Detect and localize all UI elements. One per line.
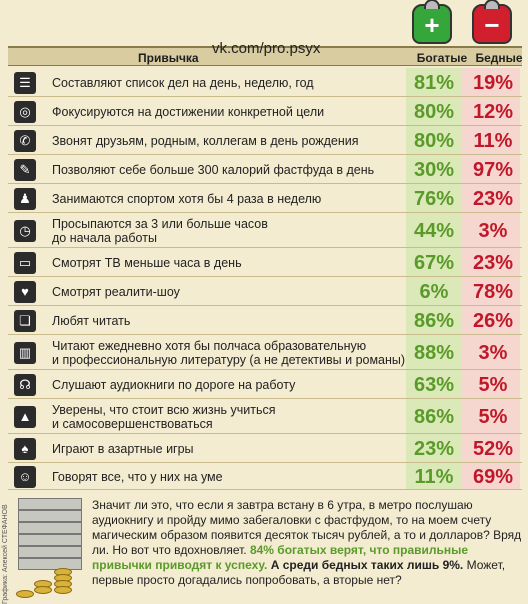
poor-value: 12%	[472, 100, 514, 123]
habit-text: Занимаются спортом хотя бы 4 раза в неде…	[52, 191, 322, 206]
habit-text-line1: Читают ежедневно хотя бы полчаса образов…	[52, 338, 367, 353]
tv-icon: ▭	[14, 251, 36, 274]
headphones-icon: ☊	[14, 373, 36, 396]
rich-wallet-icon: +	[412, 0, 452, 44]
rich-value: 67%	[413, 251, 455, 274]
poor-value: 19%	[472, 71, 514, 94]
table-row: ✎ Позволяют себе больше 300 калорий фастф…	[8, 155, 522, 184]
poor-value: 26%	[472, 309, 514, 332]
habit-text-line1: Уверены, что стоит всю жизнь учиться	[52, 402, 276, 417]
table-row: ▥ Читают ежедневно хотя бы полчаса образо…	[8, 335, 522, 370]
phone-icon: ✆	[14, 129, 36, 152]
money-stack-icon	[14, 494, 86, 602]
habit-text: Смотрят ТВ меньше часа в день	[52, 255, 242, 270]
habit-text: Позволяют себе больше 300 калорий фастфу…	[52, 162, 375, 177]
rich-value: 63%	[413, 373, 455, 396]
conclusion-p1: Значит ли это, что если я завтра встану …	[92, 498, 522, 557]
habit-text: Любят читать	[52, 313, 131, 328]
runner-icon: ♟	[14, 187, 36, 210]
poor-value: 97%	[472, 158, 514, 181]
speech-bubble-icon: ☺	[14, 465, 36, 488]
rich-value: 81%	[413, 71, 455, 94]
conclusion-p2: А среди бедных таких лишь 9%.	[270, 558, 464, 572]
conclusion-highlight: 84% богатых верят, что правильные привыч…	[92, 543, 469, 572]
poor-value: 23%	[472, 251, 514, 274]
rich-value: 80%	[413, 100, 455, 123]
table-row: ☊ Слушают аудиокниги по дороге на работу 6…	[8, 370, 522, 399]
habit-text: Читают ежедневно хотя бы полчаса образов…	[52, 339, 405, 367]
poor-value: 5%	[478, 373, 508, 396]
book-icon: ❏	[14, 309, 36, 332]
table-row: ☺ Говорят все, что у них на уме 11% 69%	[8, 463, 522, 490]
habit-text-line1: Просыпаются за 3 или больше часов	[52, 216, 268, 231]
habit-header: Привычка	[138, 51, 199, 65]
habit-text: Просыпаются за 3 или больше часов до нача…	[52, 217, 268, 245]
poor-value: 69%	[472, 465, 514, 488]
rich-value: 6%	[419, 280, 449, 303]
alarm-clock-icon: ◷	[14, 219, 36, 242]
fork-icon: ✎	[14, 158, 36, 181]
table-row: ☰ Составляют список дел на день, неделю, …	[8, 68, 522, 97]
conclusion-text: Значит ли это, что если я завтра встану …	[92, 498, 522, 588]
rich-value: 11%	[414, 465, 454, 488]
poor-value: 3%	[478, 341, 508, 364]
conclusion-p3: Может, первые просто догадались попробов…	[92, 558, 506, 587]
rich-value: 86%	[413, 309, 455, 332]
books-icon: ▥	[14, 341, 36, 364]
table-row: ♠ Играют в азартные игры 23% 52%	[8, 434, 522, 463]
target-icon: ◎	[14, 100, 36, 123]
poor-value: 23%	[472, 187, 514, 210]
list-icon: ☰	[14, 71, 36, 94]
table-row: ✆ Звонят друзьям, родным, коллегам в день…	[8, 126, 522, 155]
rich-column-bg	[406, 68, 462, 490]
habit-text: Слушают аудиокниги по дороге на работу	[52, 377, 296, 392]
habit-text: Говорят все, что у них на уме	[52, 469, 223, 484]
habit-text: Уверены, что стоит всю жизнь учиться и са…	[52, 403, 275, 431]
habit-text-line2: и профессиональную литературу (а не дете…	[52, 352, 406, 367]
tv-heart-icon: ♥	[14, 280, 36, 303]
table-header: Привычка Богатые Бедные	[8, 46, 523, 66]
table-row: ❏ Любят читать 86% 26%	[8, 306, 522, 335]
habit-text: Звонят друзьям, родным, коллегам в день …	[52, 133, 359, 148]
poor-value: 3%	[478, 219, 508, 242]
poor-value: 78%	[472, 280, 514, 303]
poor-wallet-icon: −	[472, 0, 512, 44]
table-row: ▭ Смотрят ТВ меньше часа в день 67% 23%	[8, 248, 522, 277]
credit: Графика: Алексей СТЕФАНОВ	[2, 504, 9, 604]
habit-text: Составляют список дел на день, неделю, г…	[52, 75, 314, 90]
table-row: ♟ Занимаются спортом хотя бы 4 раза в нед…	[8, 184, 522, 213]
poor-value: 5%	[478, 405, 508, 428]
poor-header: Бедные	[475, 51, 523, 65]
table-row: ◷ Просыпаются за 3 или больше часов до нач…	[8, 213, 522, 248]
spade-icon: ♠	[14, 437, 36, 460]
rich-value: 30%	[413, 158, 455, 181]
habit-text: Фокусируются на достижении конкретной це…	[52, 104, 325, 119]
habit-text-line2: и самосовершенствоваться	[52, 416, 213, 431]
table-row: ♥ Смотрят реалити-шоу 6% 78%	[8, 277, 522, 306]
rich-value: 44%	[413, 219, 455, 242]
habit-text: Играют в азартные игры	[52, 441, 194, 456]
rich-value: 76%	[413, 187, 455, 210]
graduation-cap-icon: ▲	[14, 405, 36, 428]
rich-value: 80%	[413, 129, 455, 152]
habit-text: Смотрят реалити-шоу	[52, 284, 180, 299]
rich-value: 23%	[413, 437, 455, 460]
rich-value: 86%	[413, 405, 455, 428]
table-row: ◎ Фокусируются на достижении конкретной ц…	[8, 97, 522, 126]
habit-text-line2: до начала работы	[52, 230, 157, 245]
rich-header: Богатые	[416, 51, 468, 65]
poor-column-bg	[462, 68, 520, 490]
table-row: ▲ Уверены, что стоит всю жизнь учиться и с…	[8, 399, 522, 434]
poor-value: 11%	[473, 129, 513, 152]
rich-value: 88%	[413, 341, 455, 364]
source-url: vk.com/pro.psyx	[212, 40, 321, 57]
poor-value: 52%	[472, 437, 514, 460]
